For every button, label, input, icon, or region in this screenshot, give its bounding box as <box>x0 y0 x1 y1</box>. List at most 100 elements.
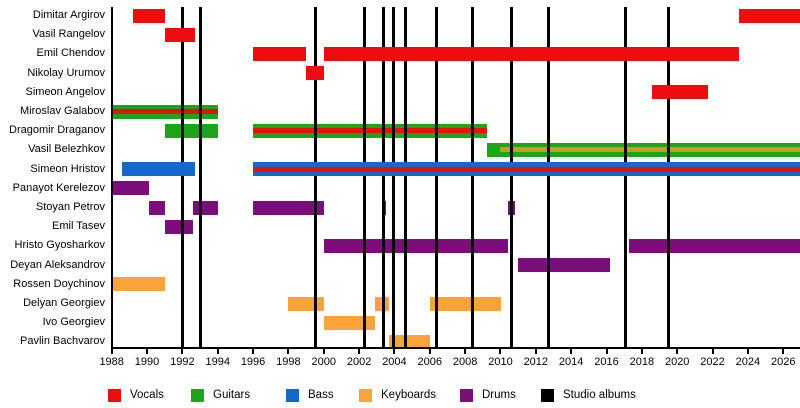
axis-tick <box>287 349 290 354</box>
member-label: Hristo Gyosharkov <box>14 239 105 252</box>
legend-label: Drums <box>482 389 516 401</box>
legend-swatch-bass <box>286 389 299 402</box>
album-line <box>198 7 202 347</box>
legend-swatch-vocals <box>108 389 121 402</box>
legend-swatch-studio-albums <box>541 389 554 402</box>
album-line <box>403 7 407 347</box>
timeline-bar-vocals <box>164 27 195 42</box>
timeline-bar-drums <box>148 200 165 215</box>
axis-tick-label: 2000 <box>311 356 336 368</box>
axis-tick-label: 1990 <box>134 356 160 368</box>
timeline-bar-bass <box>122 162 195 177</box>
member-label: Miroslav Galabov <box>20 105 105 117</box>
axis-tick <box>711 349 714 354</box>
member-label: Deyan Aleksandrov <box>10 258 105 271</box>
y-axis-line <box>110 7 113 347</box>
member-label: Nikolay Urumov <box>27 66 105 79</box>
timeline-bar-drums <box>164 219 193 234</box>
album-line <box>382 7 386 347</box>
album-line <box>546 7 550 347</box>
member-label: Panayot Kerelezov <box>12 181 105 194</box>
album-line <box>392 7 396 347</box>
axis-tick <box>676 349 679 354</box>
legend-label: Guitars <box>213 389 251 401</box>
axis-tick-label: 2026 <box>770 356 796 368</box>
axis-tick <box>216 349 219 354</box>
axis-tick <box>640 349 643 354</box>
timeline-bar-keyboards <box>389 334 430 349</box>
axis-tick-label: 2004 <box>382 356 407 368</box>
role-stripe-vocals <box>111 109 218 114</box>
timeline-bar-vocals <box>253 46 307 61</box>
axis-tick-label: 2014 <box>558 356 584 368</box>
axis-tick <box>146 349 149 354</box>
axis-tick <box>464 349 467 354</box>
timeline-bar-keyboards <box>375 296 390 311</box>
axis-tick-label: 2002 <box>346 356 372 368</box>
timeline-bar-keyboards <box>323 315 375 330</box>
timeline-bar-vocals <box>739 8 800 23</box>
album-line <box>470 7 474 347</box>
timeline-bar-drums <box>253 200 324 215</box>
member-label: Pavlin Bachvarov <box>20 335 105 348</box>
axis-tick <box>358 349 361 354</box>
axis-tick-label: 1998 <box>276 356 301 368</box>
x-axis-line <box>110 347 800 349</box>
legend-label: Bass <box>308 389 334 401</box>
album-line <box>435 7 439 347</box>
timeline-bar-vocals <box>651 85 709 100</box>
timeline-bar-vocals <box>306 66 324 81</box>
legend-label: Keyboards <box>381 389 436 401</box>
timeline-bar-drums <box>192 200 218 215</box>
member-label: Vasil Rangelov <box>32 28 105 41</box>
role-stripe-vocals <box>253 128 488 134</box>
album-line <box>666 7 670 347</box>
member-label: Delyan Georgiev <box>23 297 105 309</box>
axis-tick <box>570 349 573 354</box>
axis-tick-label: 1994 <box>205 356 230 368</box>
member-label: Stoyan Petrov <box>35 201 105 213</box>
axis-tick <box>393 349 396 354</box>
axis-tick-label: 2008 <box>452 356 478 368</box>
timeline-bar-drums <box>629 238 800 253</box>
member-label: Vasil Belezhkov <box>28 143 105 156</box>
album-line <box>314 7 318 347</box>
timeline-bar-vocals <box>323 46 740 61</box>
axis-tick <box>782 349 785 354</box>
axis-tick <box>746 349 749 354</box>
timeline-bar-drums <box>111 181 149 196</box>
axis-tick <box>428 349 431 354</box>
axis-tick <box>322 349 325 354</box>
axis-tick-label: 2020 <box>664 356 690 368</box>
timeline-bar-keyboards <box>288 296 324 311</box>
member-label: Dragomir Draganov <box>9 124 105 137</box>
legend-swatch-keyboards <box>359 389 372 402</box>
member-label: Rossen Doychinov <box>13 277 105 290</box>
axis-tick <box>110 349 113 354</box>
axis-tick-label: 2012 <box>523 356 549 368</box>
timeline-bar-keyboards <box>111 277 165 292</box>
axis-tick-label: 2018 <box>629 356 655 368</box>
axis-tick-label: 2010 <box>488 356 513 368</box>
legend-swatch-guitars <box>191 389 204 402</box>
axis-tick-label: 2024 <box>735 356 761 368</box>
role-stripe-vocals <box>253 166 800 172</box>
timeline-bar-keyboards <box>429 296 502 311</box>
member-label: Simeon Angelov <box>25 85 106 98</box>
member-label: Ivo Georgiev <box>42 316 105 329</box>
member-label: Emil Tasev <box>52 220 105 233</box>
member-label: Dimitar Argirov <box>32 9 105 21</box>
timeline-bar-vocals <box>132 8 165 23</box>
legend-label: Vocals <box>130 389 164 401</box>
axis-tick-label: 2016 <box>594 356 619 368</box>
axis-tick-label: 2022 <box>700 356 725 368</box>
axis-tick-label: 1996 <box>240 356 266 368</box>
member-label: Emil Chendov <box>36 47 105 60</box>
album-line <box>510 7 514 347</box>
timeline-bar-drums <box>518 258 611 273</box>
album-line <box>180 7 184 347</box>
role-stripe-keyboards <box>500 147 800 153</box>
timeline-bar-drums <box>323 238 509 253</box>
